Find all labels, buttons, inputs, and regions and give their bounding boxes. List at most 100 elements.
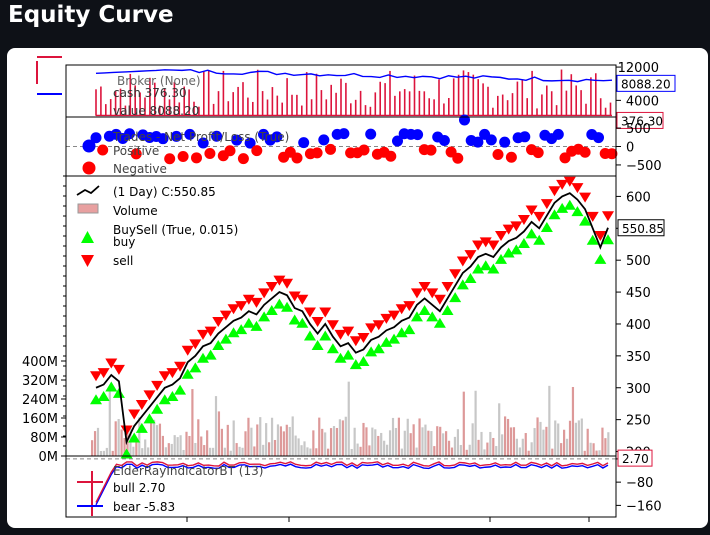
sell-marker [319,307,332,318]
volume-bar [262,444,265,456]
buy-marker [227,327,240,338]
negative-trade-point [237,153,249,165]
sell-marker [418,281,431,292]
negative-trade-point [130,148,142,160]
volume-bar [595,450,598,456]
volume-bar [397,417,400,456]
volume-bar [123,438,126,456]
volume-bar [312,430,315,456]
positive-trade-point [90,132,102,144]
volume-bar [126,430,129,456]
volume-bar [173,435,176,456]
buy-marker [395,327,408,338]
buy-marker [517,237,530,248]
buy-marker [90,394,102,405]
positive-trade-point [231,134,243,146]
volume-bar [276,424,280,456]
sell-marker [281,278,294,289]
volume-bar [486,442,489,456]
volume-bar [415,447,418,456]
volume-bar [512,427,516,456]
volume-bar [509,427,513,456]
volume-bar [362,422,365,456]
sell-marker [120,425,133,436]
volume-bar [501,434,504,456]
sell-marker [594,230,607,241]
positive-trade-point [472,136,484,148]
volume-bar [147,447,150,456]
positive-trade-point [365,128,377,140]
sell-marker [219,310,232,321]
negative-trade-point [291,152,303,164]
volume-bar [391,417,395,456]
volume-bar [530,442,533,456]
volume-y-tick-label: 160M [22,412,58,427]
buy-marker [403,324,416,335]
volume-bar [158,423,162,456]
volume-bar [170,443,173,456]
volume-bar [563,429,566,456]
buysell-legend-label: BuySell (True, 0.015) [113,223,238,237]
value-last-box [616,74,676,92]
sell-marker [540,199,553,210]
volume-bar [303,441,306,456]
volume-bars [91,381,610,456]
chart-card: Broker (None) cash 376.30 value 8088.20 400… [7,48,708,528]
broker-legend-title: Broker (None) [117,74,201,88]
negative-trade-point [559,152,571,164]
broker-y-tick-label: 4000 [626,94,659,109]
negative-trade-point [385,150,397,162]
negative-trade-point [532,147,544,159]
volume-bar [583,450,586,456]
sell-marker [365,323,378,334]
volume-bar [141,448,144,456]
volume-bar [560,443,563,456]
sell-marker [533,211,546,222]
buy-marker [303,330,316,341]
buy-legend-marker [81,231,94,243]
volume-bar [300,445,303,456]
buy-marker [174,384,187,395]
negative-trade-point [358,144,370,156]
sell-marker [380,313,393,324]
volume-bar [270,417,274,456]
sell-marker [571,183,584,194]
volume-bar [132,446,135,456]
volume-bar [545,426,548,456]
buy-marker [464,273,477,284]
volume-bar [453,436,457,456]
volume-bar [450,447,454,456]
volume-bar [598,450,601,456]
sell-marker [395,304,408,315]
sell-marker [326,320,339,331]
volume-bar [406,418,409,456]
buy-marker [579,215,592,226]
volume-bar [155,425,159,456]
sell-marker [441,281,454,292]
volume-bar [265,423,268,456]
sell-marker [579,192,592,203]
sell-marker [189,339,202,350]
volume-bar [338,419,341,456]
sell-marker [464,250,477,261]
negative-legend-marker [82,161,96,175]
bear-line [95,463,609,506]
volume-bar [259,417,262,456]
volume-bar [247,417,250,456]
volume-bar [427,430,430,456]
sell-marker [303,307,316,318]
positive-trade-point [438,134,450,146]
volume-bar [150,422,153,456]
volume-bar [321,428,324,456]
volume-bar [329,428,333,456]
volume-bar [421,427,424,456]
volume-bar [120,429,123,456]
negative-trade-point [191,152,202,164]
buy-marker [372,343,385,354]
volume-bar [279,426,282,456]
volume-bar [483,449,486,456]
volume-bar [235,443,238,456]
elder-y-tick-label: −160 [626,499,662,514]
volume-legend-marker [77,203,99,214]
value-last-label: 8088.20 [621,77,671,91]
